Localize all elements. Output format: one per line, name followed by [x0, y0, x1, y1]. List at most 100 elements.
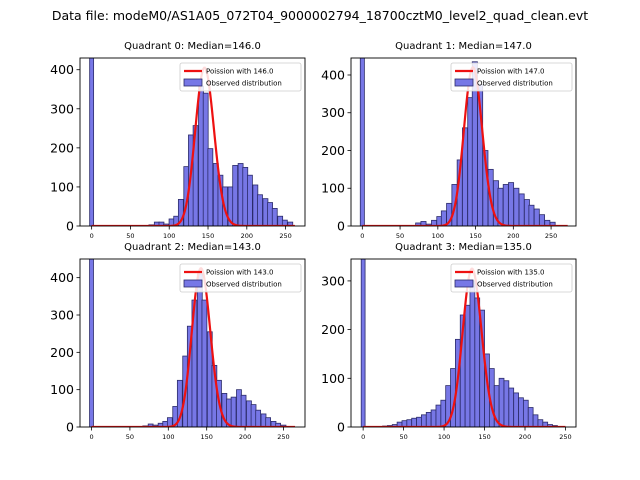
histogram-bar [435, 404, 442, 427]
poisson-curve [362, 66, 568, 226]
chart-panel-0: 0 50 100 150 200 250 0 100 200 300 400 Quadrant 0: … [50, 41, 306, 240]
legend-label: Observed distribution [477, 80, 553, 88]
histogram-bar [539, 214, 545, 226]
figure-title: Data file: modeM0/AS1A05_072T04_90000027… [52, 8, 588, 23]
histogram-bar [411, 417, 417, 427]
axes-frame [350, 57, 577, 227]
y-tick-label: 300 [321, 273, 345, 288]
legend-bar-swatch [454, 78, 474, 87]
x-tick-label: 0 [89, 433, 93, 441]
histogram-bar [265, 417, 271, 427]
histogram-bar [508, 182, 515, 226]
y-tick-label: 200 [50, 140, 74, 155]
legend-label: Poission with 135.0 [477, 269, 545, 277]
histogram-bar [360, 259, 366, 427]
y-tick-label: 300 [50, 101, 74, 116]
histogram-bar [277, 215, 284, 226]
plot-area [359, 58, 568, 226]
x-tick-label: 50 [396, 232, 404, 240]
x-tick-label: 50 [126, 232, 134, 240]
histogram-bar [359, 58, 365, 226]
y-tick-label: 400 [50, 270, 74, 285]
histogram-bar [416, 416, 422, 427]
histogram-bar [207, 148, 214, 226]
y-tick-label: 0 [337, 219, 345, 234]
histogram-bar [250, 404, 257, 427]
poisson-curve [91, 267, 296, 427]
legend: Poission with 147.0 Observed distribution [450, 62, 573, 92]
y-tick-label: 100 [50, 179, 74, 194]
histogram-bar [176, 379, 183, 427]
histogram-bar [440, 399, 447, 427]
x-tick-label: 150 [200, 433, 212, 441]
histogram-bar [527, 407, 534, 427]
x-tick-label: 0 [360, 232, 364, 240]
y-tick-label: 400 [50, 62, 74, 77]
histogram-bar [503, 380, 510, 427]
poisson-curve [91, 66, 295, 226]
histogram-bar [198, 85, 204, 226]
legend-box [450, 263, 573, 293]
histogram-bar [502, 184, 509, 226]
plot-area [89, 58, 295, 226]
histogram-bar [518, 397, 524, 427]
histogram-bar [201, 299, 208, 427]
y-tick-label: 300 [50, 308, 74, 323]
histogram-bar [271, 208, 278, 226]
x-tick-label: 250 [559, 433, 571, 441]
histogram-bar [255, 409, 262, 427]
chart-panel-2: 0 50 100 150 200 250 0 100 200 300 400 Quadrant 2: … [50, 242, 306, 441]
legend-label: Poission with 146.0 [206, 68, 274, 76]
histogram-bar [247, 174, 253, 226]
x-tick-label: 200 [519, 433, 531, 441]
x-tick-label: 200 [241, 232, 253, 240]
chart-panel-1: 0 50 100 150 200 250 0 100 200 300 400 Quadrant 1: … [321, 41, 577, 240]
x-tick-label: 250 [277, 433, 289, 441]
histogram-bar [533, 208, 540, 226]
histogram-bar [246, 400, 252, 427]
y-tick-label: 0 [66, 420, 74, 435]
y-tick-label: 100 [321, 371, 345, 386]
histogram-bar [202, 92, 209, 226]
axes-frame [350, 258, 577, 428]
histogram-bar [267, 202, 273, 226]
x-tick-label: 100 [438, 433, 450, 441]
histogram-bar [260, 413, 267, 427]
axes-frame [79, 57, 306, 227]
histogram-bar [528, 204, 535, 226]
histogram-bar [242, 166, 249, 226]
panel-title: Quadrant 3: Median=135.0 [395, 242, 532, 253]
x-tick-label: 0 [90, 232, 94, 240]
histogram-bar [425, 411, 432, 427]
histogram-bar [252, 184, 259, 226]
x-tick-label: 250 [279, 232, 291, 240]
legend-label: Observed distribution [206, 281, 282, 289]
axes-frame [79, 258, 306, 428]
histogram-bar [469, 280, 476, 427]
y-tick-label: 200 [50, 345, 74, 360]
legend-box [450, 62, 573, 92]
x-tick-label: 150 [469, 232, 481, 240]
histogram-bar [257, 194, 263, 226]
x-tick-label: 250 [545, 232, 557, 240]
y-tick-label: 100 [50, 382, 74, 397]
histogram-bar [89, 259, 94, 427]
x-tick-label: 0 [361, 433, 365, 441]
y-tick-label: 0 [337, 420, 345, 435]
histogram-bar [236, 389, 242, 427]
histogram-bar [237, 163, 244, 226]
legend-box [179, 263, 302, 293]
legend-bar-swatch [454, 279, 474, 288]
legend-bar-swatch [183, 78, 203, 87]
legend-box [179, 62, 302, 92]
histogram-bar [532, 414, 539, 427]
legend: Poission with 135.0 Observed distribution [450, 263, 573, 293]
legend-bar-swatch [183, 279, 203, 288]
x-tick-label: 100 [432, 232, 444, 240]
x-tick-label: 100 [162, 433, 174, 441]
x-tick-label: 50 [126, 433, 134, 441]
histogram-bar [498, 377, 505, 427]
histogram-bar [212, 163, 219, 226]
histogram-bar [508, 387, 515, 427]
